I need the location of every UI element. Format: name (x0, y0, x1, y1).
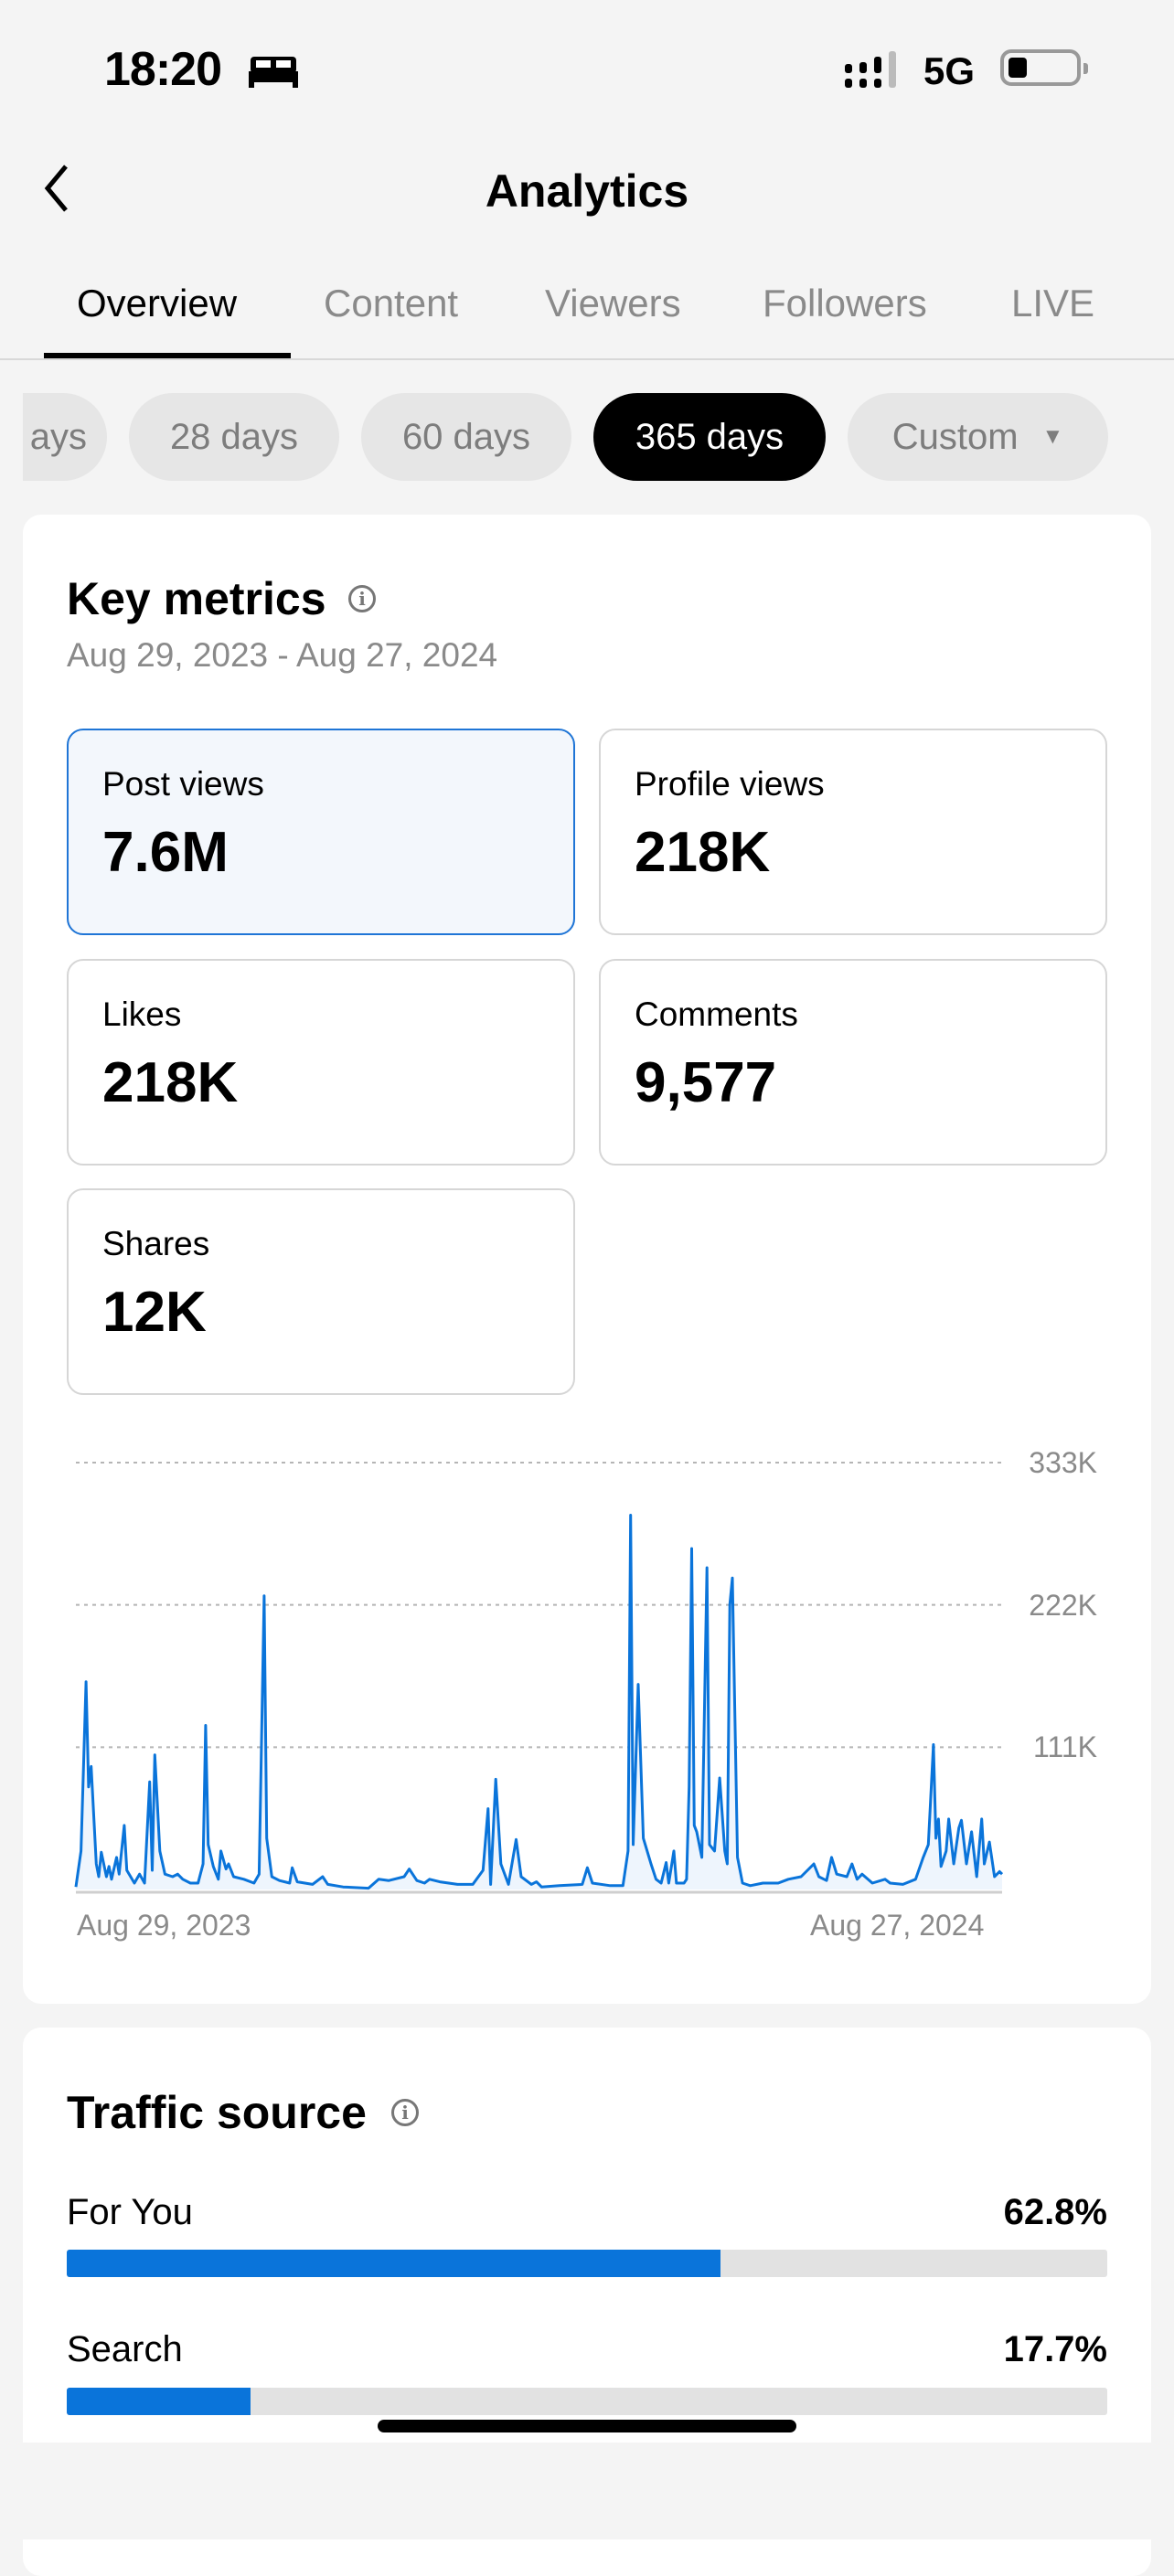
metric-value: 9,577 (635, 1051, 777, 1114)
metric-value: 218K (635, 821, 771, 884)
traffic-label-search: Search (67, 2329, 183, 2369)
metric-post-views[interactable]: Post views 7.6M (67, 729, 575, 935)
signal-icon (845, 51, 896, 88)
series-line-post-views (74, 1514, 1004, 1890)
traffic-value-for-you: 62.8% (1003, 2192, 1107, 2232)
network-type: 5G (923, 49, 976, 92)
metric-value: 218K (102, 1051, 239, 1114)
page-title: Analytics (485, 165, 689, 217)
tab-live[interactable]: LIVE (1011, 282, 1095, 325)
x-tick-label: Aug 29, 2023 (77, 1909, 251, 1942)
metric-profile-views[interactable]: Profile views 218K (599, 729, 1107, 935)
range-chip-label: Custom (891, 416, 1019, 457)
traffic-bar-search (67, 2388, 1107, 2415)
range-chip-custom[interactable]: Custom ▼ (848, 393, 1108, 481)
info-icon[interactable]: i (348, 585, 376, 612)
metric-shares[interactable]: Shares 12K (67, 1188, 575, 1395)
key-metrics-title: Key metrics (67, 573, 326, 624)
post-views-chart (74, 1462, 1004, 1894)
range-chip-365-days[interactable]: 365 days (593, 393, 826, 481)
tabs-divider (0, 358, 1174, 360)
metric-value: 12K (102, 1281, 207, 1344)
metric-value: 7.6M (102, 821, 229, 884)
battery-icon (1000, 49, 1088, 86)
metric-label: Likes (102, 995, 182, 1033)
metric-label: Shares (102, 1225, 210, 1262)
y-tick-label: 111K (1033, 1730, 1097, 1763)
range-chip-label: ays (29, 416, 87, 457)
bed-icon (249, 57, 298, 88)
y-tick-label: 222K (1029, 1589, 1097, 1622)
chevron-left-icon[interactable] (37, 161, 82, 216)
date-range: Aug 29, 2023 - Aug 27, 2024 (67, 636, 498, 674)
caret-down-icon: ▼ (1041, 424, 1064, 449)
metric-label: Profile views (635, 765, 825, 803)
status-time: 18:20 (104, 43, 222, 96)
range-chip-7-days[interactable]: ays (23, 393, 107, 481)
tab-content[interactable]: Content (324, 282, 459, 325)
home-indicator[interactable] (378, 2420, 796, 2432)
bottom-safe-area (0, 2443, 1174, 2539)
traffic-label-for-you: For You (67, 2192, 193, 2232)
metric-label: Comments (635, 995, 798, 1033)
metric-comments[interactable]: Comments 9,577 (599, 959, 1107, 1166)
traffic-value-search: 17.7% (1003, 2329, 1107, 2369)
y-tick-label: 333K (1029, 1446, 1097, 1479)
traffic-bar-for-you (67, 2250, 1107, 2277)
range-chip-28-days[interactable]: 28 days (129, 393, 339, 481)
tab-followers[interactable]: Followers (763, 282, 927, 325)
range-chip-60-days[interactable]: 60 days (361, 393, 571, 481)
info-icon[interactable]: i (391, 2099, 419, 2126)
tab-viewers[interactable]: Viewers (545, 282, 681, 325)
x-tick-label: Aug 27, 2024 (810, 1909, 985, 1942)
metric-label: Post views (102, 765, 264, 803)
active-tab-indicator (44, 353, 291, 358)
traffic-bar-fill (67, 2250, 720, 2277)
traffic-bar-fill (67, 2388, 251, 2415)
traffic-source-title: Traffic source (67, 2087, 367, 2138)
metric-likes[interactable]: Likes 218K (67, 959, 575, 1166)
series-area (76, 1515, 1002, 1889)
tab-overview[interactable]: Overview (77, 282, 238, 325)
